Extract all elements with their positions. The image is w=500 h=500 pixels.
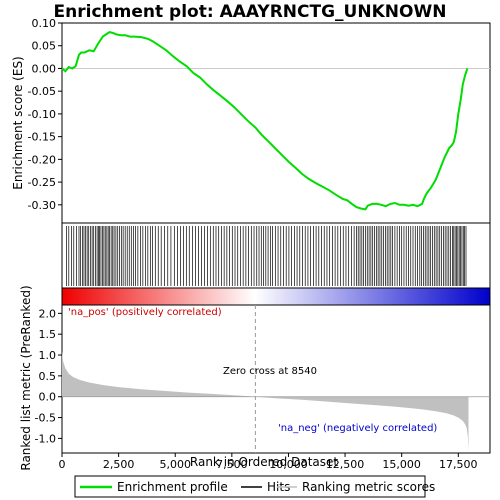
chart-title: Enrichment plot: AAAYRNCTG_UNKNOWN — [54, 2, 447, 22]
rank-y-tick-label: -0.5 — [35, 412, 56, 425]
x-axis-title: Rank in Ordered Dataset — [190, 455, 338, 469]
negative-correlation-label: 'na_neg' (negatively correlated) — [278, 423, 437, 434]
hits-panel — [61, 222, 491, 306]
x-tick-label: 5,000 — [159, 458, 191, 471]
hit-lines — [66, 226, 467, 286]
rank-y-tick-label: 1.0 — [39, 349, 57, 362]
hits-panel-frame — [61, 222, 491, 289]
x-tick-label: 10,000 — [269, 458, 308, 471]
ranking-metric-area — [62, 350, 469, 451]
es-y-tick-label: 0.05 — [32, 40, 57, 53]
es-y-ticks: 0.10 0.05 0.00 -0.05 -0.10 -0.15 -0.20 -0.25 -0.… — [28, 17, 62, 212]
es-panel: 0.10 0.05 0.00 -0.05 -0.10 -0.15 -0.20 -0.25 -0.… — [11, 17, 491, 224]
rank-y-tick-label: 0.5 — [39, 370, 57, 383]
es-y-axis-title: Enrichment score (ES) — [11, 56, 25, 189]
es-y-tick-label: -0.15 — [28, 131, 56, 144]
positive-correlation-label: 'na_pos' (positively correlated) — [68, 307, 222, 318]
x-tick-label: 15,000 — [382, 458, 421, 471]
rank-color-bar — [61, 287, 491, 306]
x-tick-label: 7,500 — [216, 458, 248, 471]
x-tick-label: 12,500 — [326, 458, 365, 471]
es-y-tick-label: 0.10 — [32, 17, 57, 30]
ranking-metric-panel: 2.0 1.5 1.0 0.5 0.0 -0.5 -1.0 0 2,500 5,000 7,500… — [19, 285, 491, 471]
rank-y-tick-label: 0.0 — [39, 391, 57, 404]
rank-y-tick-label: 1.5 — [39, 328, 57, 341]
es-y-tick-label: -0.20 — [28, 153, 56, 166]
es-y-tick-label: -0.30 — [28, 199, 56, 212]
es-y-tick-label: -0.25 — [28, 176, 56, 189]
legend: Enrichment profile Hits Ranking metric s… — [74, 475, 435, 498]
rank-y-tick-label: -1.0 — [35, 432, 56, 445]
rank-y-ticks: 2.0 1.5 1.0 0.5 0.0 -0.5 -1.0 — [35, 307, 62, 445]
rank-y-tick-label: 2.0 — [39, 307, 57, 320]
es-y-tick-label: -0.05 — [28, 85, 56, 98]
rank-y-axis-title: Ranked list metric (PreRanked) — [19, 285, 33, 470]
x-tick-label: 2,500 — [103, 458, 135, 471]
zero-cross-label: Zero cross at 8540 — [223, 366, 317, 377]
x-ticks: 0 2,500 5,000 7,500 10,000 12,500 15,000 17,500 — [59, 453, 478, 471]
x-tick-label: 0 — [59, 458, 66, 471]
legend-ranking-metric-scores: Ranking metric scores — [302, 480, 435, 494]
enrichment-profile-line — [61, 31, 469, 211]
x-tick-label: 17,500 — [439, 458, 478, 471]
legend-enrichment-profile: Enrichment profile — [117, 480, 228, 494]
es-y-tick-label: -0.10 — [28, 108, 56, 121]
es-y-tick-label: 0.00 — [32, 62, 57, 75]
